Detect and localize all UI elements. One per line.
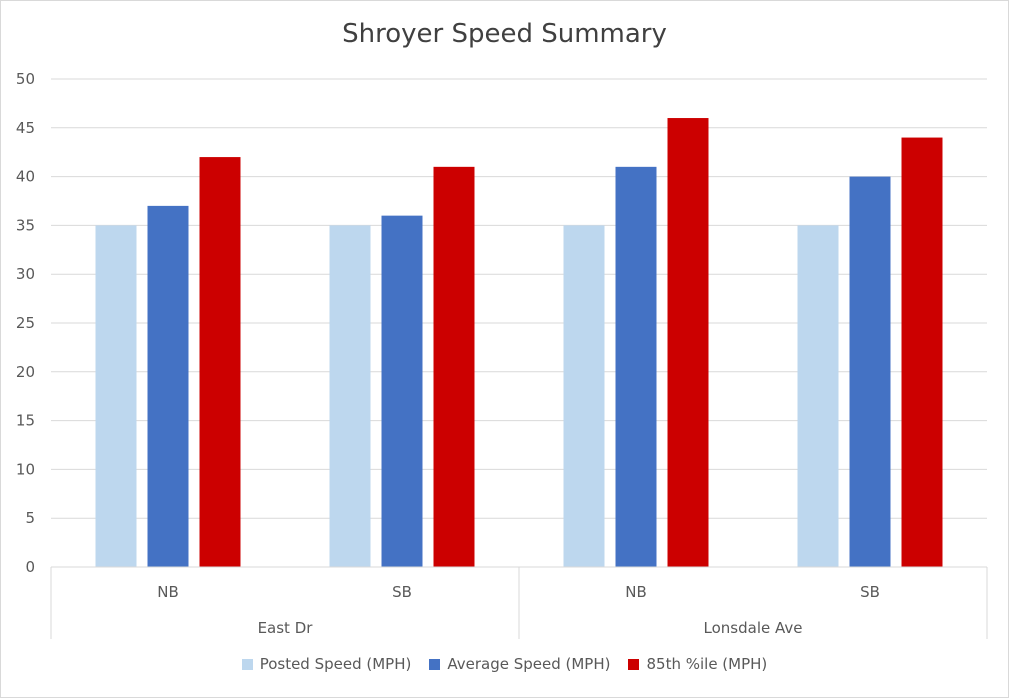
legend-item: Posted Speed (MPH) — [241, 655, 412, 673]
legend-label: 85th %ile (MPH) — [646, 655, 768, 673]
y-tick-label: 50 — [16, 70, 35, 88]
bar — [147, 205, 189, 567]
x-tick-label: NB — [157, 583, 179, 601]
x-group-label: Lonsdale Ave — [704, 619, 803, 637]
y-tick-label: 5 — [25, 509, 35, 527]
y-tick-label: 0 — [25, 558, 35, 576]
legend-item: Average Speed (MPH) — [429, 655, 610, 673]
y-tick-label: 25 — [16, 314, 35, 332]
legend-item: 85th %ile (MPH) — [628, 655, 767, 673]
bar — [95, 225, 137, 567]
legend-swatch — [241, 658, 253, 670]
chart-legend: Posted Speed (MPH) Average Speed (MPH) 85t… — [1, 655, 1008, 673]
y-tick-label: 20 — [16, 363, 35, 381]
legend-label: Posted Speed (MPH) — [259, 655, 412, 673]
y-tick-label: 10 — [16, 460, 35, 478]
y-tick-label: 35 — [16, 216, 35, 234]
legend-swatch — [628, 658, 640, 670]
bar — [615, 166, 657, 567]
x-tick-label: NB — [625, 583, 647, 601]
legend-swatch — [429, 658, 441, 670]
bar — [849, 176, 891, 567]
bar — [667, 118, 709, 567]
y-tick-label: 15 — [16, 412, 35, 430]
bar — [433, 166, 475, 567]
bar — [797, 225, 839, 567]
bar — [901, 137, 943, 567]
x-tick-label: SB — [860, 583, 880, 601]
y-tick-label: 30 — [16, 265, 35, 283]
y-tick-label: 45 — [16, 119, 35, 137]
bar — [563, 225, 605, 567]
y-tick-label: 40 — [16, 168, 35, 186]
bar — [381, 215, 423, 567]
legend-label: Average Speed (MPH) — [447, 655, 611, 673]
bar — [199, 157, 241, 567]
x-group-label: East Dr — [258, 619, 314, 637]
chart-title: Shroyer Speed Summary — [342, 19, 667, 49]
x-tick-label: SB — [392, 583, 412, 601]
bar — [329, 225, 371, 567]
